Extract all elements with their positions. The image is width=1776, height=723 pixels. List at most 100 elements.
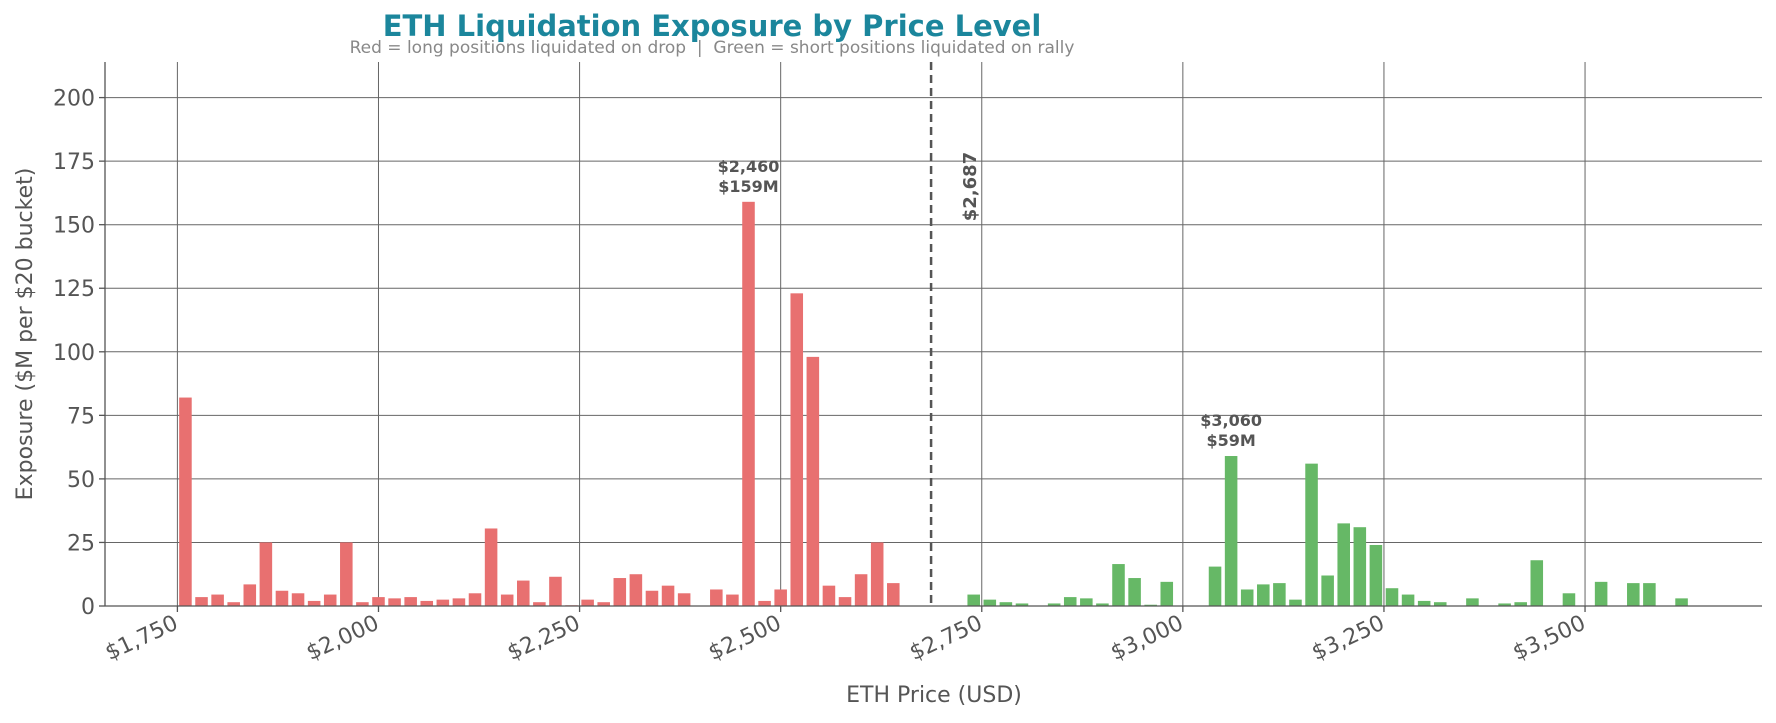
short-bar xyxy=(1047,603,1061,606)
long-bar xyxy=(790,293,804,606)
short-bar xyxy=(1433,602,1447,606)
annotation-value: $59M xyxy=(1206,431,1255,450)
x-axis-label: ETH Price (USD) xyxy=(846,683,1022,708)
long-bar xyxy=(870,542,884,606)
long-bar xyxy=(742,201,755,606)
short-bar xyxy=(1385,588,1399,606)
short-bars xyxy=(967,456,1688,606)
long-bar xyxy=(677,593,691,606)
long-bar xyxy=(468,593,482,606)
y-tick-label: 100 xyxy=(53,341,95,366)
long-bars xyxy=(179,201,900,606)
short-bar xyxy=(1289,599,1302,606)
long-bar xyxy=(500,594,514,606)
long-bar xyxy=(372,597,385,606)
long-bar xyxy=(854,574,868,606)
long-bar xyxy=(340,542,353,606)
short-bar xyxy=(1063,597,1077,606)
long-bar xyxy=(323,594,337,606)
y-tick-labels: 0 25 50 75 100 125 150 175 200 xyxy=(53,87,95,620)
long-bar xyxy=(517,580,530,606)
short-bar xyxy=(1466,598,1479,606)
y-tick-label: 150 xyxy=(53,214,95,239)
short-bar xyxy=(1369,544,1383,606)
x-tick-label: $3,000 xyxy=(1107,611,1187,666)
long-bar xyxy=(597,602,610,606)
short-bar xyxy=(1080,598,1093,606)
short-bar xyxy=(1257,584,1270,606)
long-bar xyxy=(388,598,401,606)
long-bar xyxy=(436,599,450,606)
long-bar xyxy=(275,590,289,606)
long-bar xyxy=(838,597,852,606)
x-tick-label: $2,750 xyxy=(906,611,986,666)
short-bar xyxy=(999,602,1013,606)
annotation-value: $159M xyxy=(718,177,778,196)
short-bar xyxy=(1128,578,1141,606)
short-bar xyxy=(1675,598,1688,606)
x-tick-label: $3,250 xyxy=(1308,611,1388,666)
short-bar xyxy=(967,594,980,606)
short-bar xyxy=(1240,589,1254,606)
short-bar xyxy=(1160,581,1174,606)
short-bar xyxy=(1627,583,1640,606)
long-bar xyxy=(710,589,723,606)
x-tick-label: $1,750 xyxy=(102,611,182,666)
short-bar xyxy=(1498,603,1511,606)
y-tick-label: 175 xyxy=(53,150,95,175)
long-bar xyxy=(822,585,836,606)
long-bar xyxy=(758,600,771,606)
y-tick-label: 0 xyxy=(81,595,95,620)
chart-subtitle: Red = long positions liquidated on drop … xyxy=(350,38,1075,58)
chart-title: ETH Liquidation Exposure by Price Level xyxy=(383,9,1042,43)
y-tick-label: 200 xyxy=(53,87,95,112)
long-bar xyxy=(227,602,240,606)
long-bar xyxy=(661,585,675,606)
long-bar xyxy=(774,589,787,606)
short-bar xyxy=(1321,575,1334,606)
y-axis-label: Exposure ($M per $20 bucket) xyxy=(13,168,38,501)
long-bar xyxy=(533,602,546,606)
annotation-price: $3,060 xyxy=(1200,411,1262,430)
short-bar xyxy=(1305,463,1318,606)
long-bar xyxy=(581,599,594,606)
short-bar xyxy=(1514,602,1527,606)
x-tick-label: $2,000 xyxy=(303,611,383,666)
long-bar xyxy=(307,600,321,606)
x-tick-label: $2,500 xyxy=(705,611,785,666)
long-bar xyxy=(179,397,192,606)
long-bar xyxy=(404,597,417,606)
short-bar xyxy=(1401,594,1415,606)
annotation-price: $2,460 xyxy=(718,157,780,176)
short-bar xyxy=(1224,456,1238,606)
y-tick-label: 50 xyxy=(67,468,95,493)
long-bar xyxy=(259,542,273,606)
short-bar xyxy=(1337,523,1350,606)
long-bar xyxy=(211,594,224,606)
grid xyxy=(105,62,1762,606)
short-bar xyxy=(1643,583,1656,606)
short-bar xyxy=(983,599,997,606)
short-bar xyxy=(1015,603,1029,606)
long-bar xyxy=(549,576,562,606)
long-bar xyxy=(356,602,369,606)
long-bar xyxy=(452,598,466,606)
short-bar xyxy=(1530,560,1544,606)
long-bar xyxy=(629,574,643,606)
long-bar xyxy=(484,528,498,606)
long-bar xyxy=(887,583,900,606)
short-bar xyxy=(1594,581,1608,606)
short-bar xyxy=(1273,583,1286,606)
long-bar xyxy=(806,356,820,606)
y-tick-label: 75 xyxy=(67,404,95,429)
x-tick-labels: $1,750 $2,000 $2,250 $2,500 $2,750 $3,000 $3,2… xyxy=(102,611,1590,666)
long-bar xyxy=(195,597,208,606)
y-tick-label: 25 xyxy=(67,531,95,556)
short-bar xyxy=(1562,593,1576,606)
x-tick-label: $3,500 xyxy=(1509,611,1589,666)
long-bar xyxy=(613,578,627,606)
annotations: $2,460$159M $3,060$59M xyxy=(718,157,1262,450)
short-bar xyxy=(1417,600,1431,606)
long-bar xyxy=(726,594,739,606)
x-tick-label: $2,250 xyxy=(504,611,584,666)
